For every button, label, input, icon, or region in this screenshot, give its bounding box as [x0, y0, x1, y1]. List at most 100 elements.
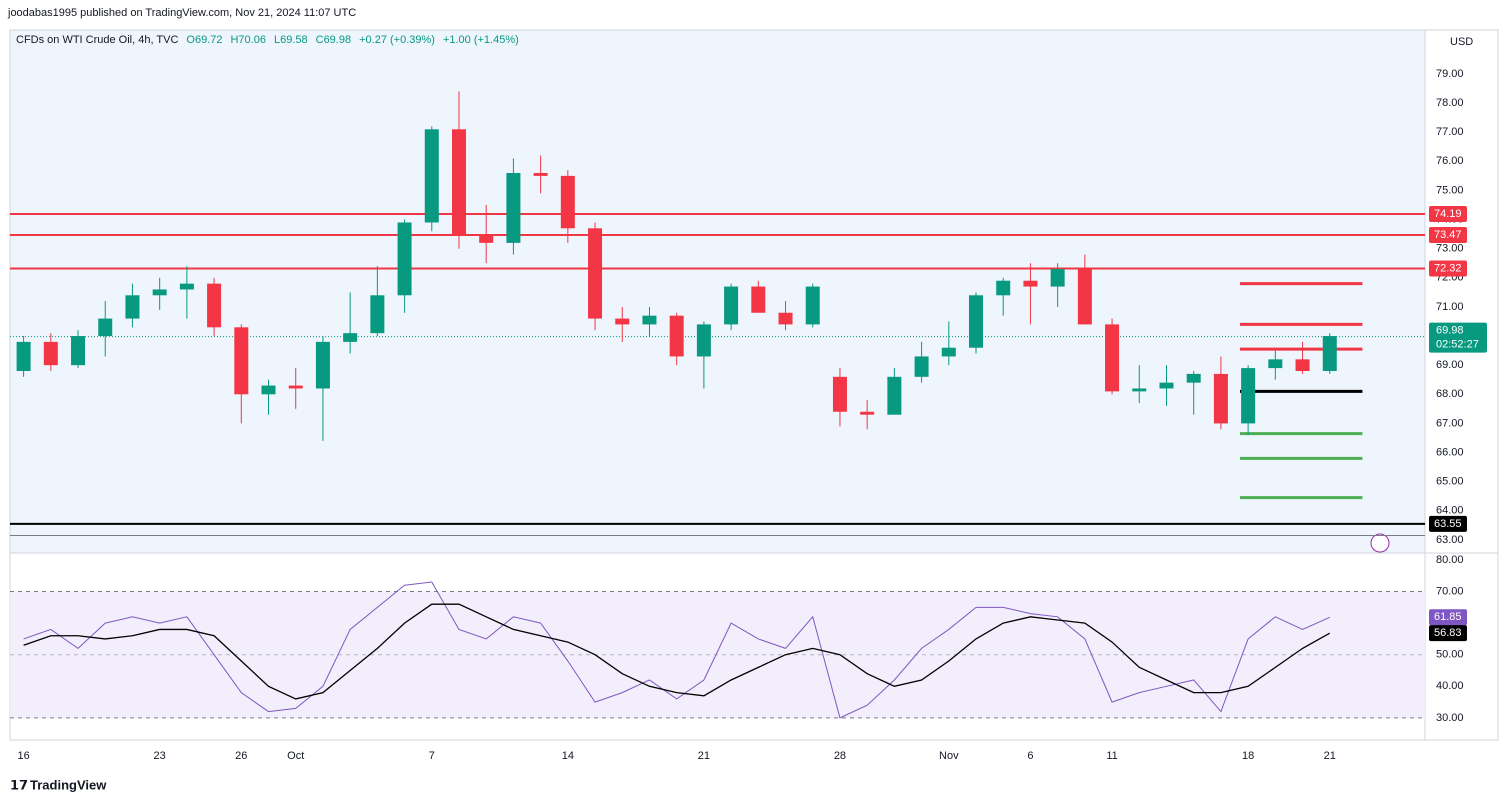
y-tick-label: 68.00	[1436, 388, 1464, 400]
candle-body	[669, 315, 684, 357]
candle-body	[778, 312, 793, 325]
level-label: 63.55	[1434, 518, 1462, 530]
candle-body	[479, 234, 494, 243]
candle-body	[1105, 324, 1120, 392]
candle-body	[315, 341, 330, 389]
candle-body	[996, 280, 1011, 296]
y-tick-label: 67.00	[1436, 417, 1464, 429]
candle-body	[207, 283, 222, 328]
alert-icon[interactable]	[1370, 533, 1390, 553]
x-tick-label: 18	[1242, 750, 1254, 762]
candle-body	[98, 318, 113, 337]
candle-body	[343, 333, 358, 342]
x-tick-label: Nov	[939, 750, 959, 762]
candle-body	[588, 228, 603, 319]
level-label: 73.47	[1434, 229, 1462, 241]
x-tick-label: Oct	[287, 750, 304, 762]
ohlc-value: O69.72	[186, 34, 222, 46]
y-tick-label: 66.00	[1436, 446, 1464, 458]
change-total: +1.00 (+1.45%)	[443, 34, 519, 46]
candle-body	[261, 385, 276, 395]
candle-body	[887, 376, 902, 415]
legend: CFDs on WTI Crude Oil, 4h, TVC O69.72 H70.…	[16, 34, 519, 46]
value-label-bg	[1429, 625, 1467, 642]
ohlc-value: C69.98	[316, 34, 351, 46]
candle-body	[234, 327, 249, 395]
y-tick-label: 71.00	[1436, 301, 1464, 313]
last-price-label: 69.98	[1436, 325, 1464, 337]
y-tick-label: 78.00	[1436, 97, 1464, 109]
value-label: 56.83	[1434, 627, 1462, 639]
candle-body	[860, 411, 875, 415]
y-tick-label: 79.00	[1436, 68, 1464, 80]
candle-body	[1159, 382, 1174, 389]
currency: USD	[1450, 36, 1473, 48]
x-tick-label: 7	[429, 750, 435, 762]
x-tick-label: 14	[562, 750, 574, 762]
change: +0.27 (+0.39%)	[359, 34, 435, 46]
candle-body	[370, 295, 385, 334]
x-tick-label: 21	[698, 750, 710, 762]
candle-body	[969, 295, 984, 348]
level-label-bg	[1429, 227, 1467, 244]
candle-body	[615, 318, 630, 325]
candle-body	[71, 336, 86, 366]
y-tick-label: 50.00	[1436, 649, 1464, 661]
candle-body	[1241, 368, 1256, 424]
brand: TradingView	[30, 777, 107, 792]
candle-body	[179, 283, 194, 290]
y-tick-label: 65.00	[1436, 476, 1464, 488]
candle-body	[125, 295, 140, 319]
frame	[9, 29, 1499, 741]
candle-body	[724, 286, 739, 325]
candle-body	[914, 356, 929, 377]
candle-body	[1077, 269, 1092, 325]
candle-body	[941, 347, 956, 357]
candle-body	[1295, 359, 1310, 371]
candle-body	[1213, 373, 1228, 424]
x-tick-label: 11	[1106, 750, 1117, 762]
level-label-bg	[1429, 260, 1467, 277]
value-label: 61.85	[1434, 611, 1462, 623]
candle-body	[1050, 269, 1065, 287]
byline: joodabas1995 published on TradingView.co…	[7, 7, 356, 19]
y-tick-label: 76.00	[1436, 155, 1464, 167]
level-label-bg	[1429, 515, 1467, 532]
candle-body	[560, 175, 575, 229]
candle-body	[43, 341, 58, 366]
y-tick-label: 77.00	[1436, 126, 1464, 138]
last-price-bg	[1429, 322, 1487, 353]
x-tick-label: 23	[154, 750, 166, 762]
price-pane	[10, 30, 1425, 553]
y-tick-label: 73.00	[1436, 243, 1464, 255]
ohlc-value: L69.58	[274, 34, 308, 46]
candle-body	[533, 172, 548, 176]
value-label-bg	[1429, 609, 1467, 626]
candle-body	[288, 385, 303, 389]
candle-body	[424, 129, 439, 223]
candle-body	[152, 289, 167, 296]
candle-body	[397, 222, 412, 296]
candle-body	[451, 129, 466, 235]
x-tick-label: 28	[834, 750, 846, 762]
candle-body	[506, 172, 521, 243]
x-tick-label: 21	[1324, 750, 1336, 762]
y-tick-label: 69.00	[1436, 359, 1464, 371]
candle-body	[696, 324, 711, 357]
y-tick-label: 30.00	[1436, 712, 1464, 724]
candle-body	[1132, 388, 1147, 392]
level-label: 74.19	[1434, 208, 1462, 220]
candle-body	[1268, 359, 1283, 369]
y-tick-label: 80.00	[1436, 554, 1464, 566]
candle-body	[1322, 336, 1337, 371]
ohlc-value: H70.06	[230, 34, 265, 46]
brand-logo: 𝟭𝟳	[10, 777, 28, 792]
rsi-line	[23, 581, 1330, 719]
y-tick-label: 63.00	[1436, 534, 1464, 546]
candle-body	[1023, 280, 1038, 287]
y-tick-label: 40.00	[1436, 680, 1464, 692]
candle-body	[832, 376, 847, 412]
symbol: CFDs on WTI Crude Oil, 4h, TVC	[16, 34, 178, 46]
